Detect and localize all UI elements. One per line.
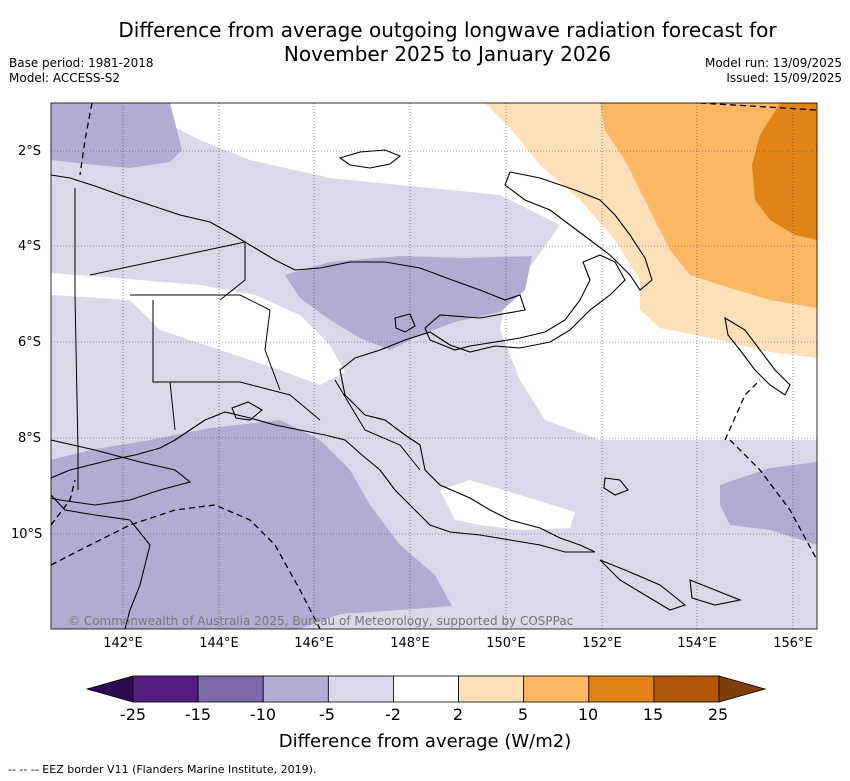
island-coast (603, 477, 629, 496)
png-indonesia-border (74, 188, 79, 490)
colorbar-segment (197, 675, 264, 703)
lon-label: 152°E (582, 636, 622, 651)
model-run: Model run: 13/09/2025 (704, 56, 842, 70)
australia-coast (51, 494, 151, 629)
anomaly-fill-minus10-south (51, 420, 452, 629)
colorbar-tick-label: -25 (119, 705, 147, 724)
island-coast (394, 313, 416, 333)
province-border (130, 294, 281, 391)
eez-border-west (79, 103, 93, 176)
lon-label: 142°E (103, 636, 143, 651)
lon-label: 146°E (294, 636, 334, 651)
lat-label: 8°S (18, 431, 42, 446)
eez-border-south (51, 504, 321, 629)
map-plot-area (51, 103, 817, 629)
new-ireland-coast (504, 171, 653, 291)
anomaly-fill-10-to-15 (752, 103, 817, 240)
colorbar-segment (262, 675, 329, 703)
colorbar-under-arrow (85, 675, 134, 703)
metadata-left: Base period: 1981-2018 Model: ACCESS-S2 (9, 56, 154, 86)
colorbar-segment (653, 675, 720, 703)
lat-label: 2°S (18, 144, 42, 159)
anomaly-fill-minus10-se (720, 462, 817, 545)
island-coast (231, 401, 263, 421)
colorbar-segment (132, 675, 199, 703)
copyright-notice: © Commonwealth of Australia 2025, Bureau… (68, 614, 574, 628)
eez-footnote: -- -- -- EEZ border V11 (Flanders Marine… (8, 763, 317, 776)
province-border (334, 379, 421, 471)
base-period: Base period: 1981-2018 (9, 56, 154, 70)
title-line-2: November 2025 to January 2026 (283, 42, 612, 66)
colorbar-tick-label: -10 (249, 705, 277, 724)
colorbar-segment (393, 675, 459, 703)
png-coastline (51, 174, 626, 553)
colorbar (85, 675, 767, 703)
eez-border-east (724, 379, 761, 441)
colorbar-title: Difference from average (W/m2) (278, 731, 572, 752)
lon-label: 148°E (390, 636, 430, 651)
colorbar-tick-label: 5 (517, 705, 529, 724)
colorbar-tick-label: -5 (319, 705, 335, 724)
colorbar-segment (327, 675, 394, 703)
bougainville-coast (724, 316, 791, 396)
title-line-1: Difference from average outgoing longwav… (118, 18, 777, 42)
colorbar-segment (523, 675, 590, 703)
colorbar-segment (458, 675, 525, 703)
coastlines (51, 149, 791, 629)
eez-border-southwest (51, 479, 76, 526)
solomon-island-coast (689, 579, 742, 606)
lon-label: 156°E (773, 636, 813, 651)
louisiade-coast (599, 559, 687, 611)
eez-border-southeast (729, 439, 817, 561)
colorbar-over-arrow (718, 675, 767, 703)
province-border (89, 241, 246, 301)
metadata-right: Model run: 13/09/2025 Issued: 15/09/2025 (705, 56, 842, 86)
anomaly-fill-neutral-south (440, 480, 575, 530)
lat-label: 4°S (18, 239, 42, 254)
anomaly-fill-minus10-nw (51, 103, 182, 168)
anomaly-fill-minus10-central (285, 256, 532, 350)
map-frame (50, 102, 818, 630)
province-border (152, 300, 321, 421)
colorbar-segment (588, 675, 655, 703)
lat-label: 10°S (11, 527, 43, 542)
lon-label: 144°E (199, 636, 239, 651)
lat-label: 6°S (18, 335, 42, 350)
eez-borders (51, 103, 817, 629)
lon-label: 154°E (677, 636, 717, 651)
colorbar-tick-label: 25 (707, 705, 729, 724)
colorbar-tick-label: -2 (385, 705, 401, 724)
lon-label: 150°E (486, 636, 526, 651)
torres-coast (51, 439, 192, 506)
graticule (51, 103, 817, 629)
anomaly-fill-neutral-central (51, 273, 345, 385)
province-border (169, 381, 176, 431)
issued-date: Issued: 15/09/2025 (726, 71, 842, 85)
map-title: Difference from average outgoing longwav… (0, 18, 850, 66)
colorbar-tick-label: 2 (452, 705, 464, 724)
colorbar-tick-label: 10 (577, 705, 599, 724)
colorbar-tick-label: 15 (642, 705, 664, 724)
model-name: Model: ACCESS-S2 (9, 71, 121, 85)
land-borders (74, 188, 421, 490)
colorbar-tick-label: -15 (184, 705, 212, 724)
manus-island-coast (338, 149, 402, 169)
